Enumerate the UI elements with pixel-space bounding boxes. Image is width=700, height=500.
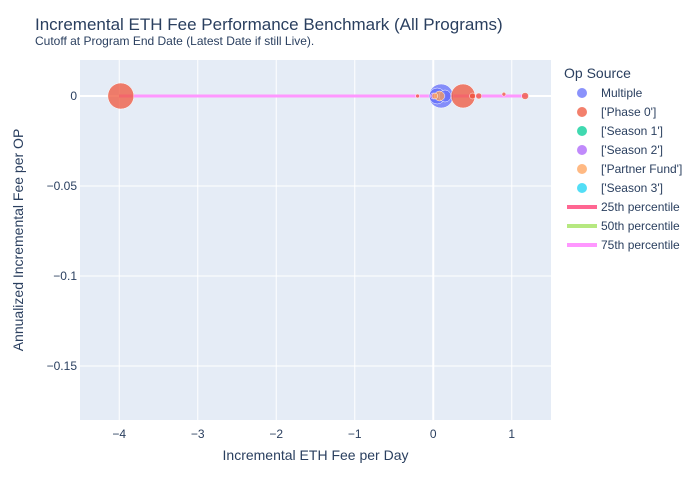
scatter-point: [431, 92, 439, 100]
y-tick-label: 0: [70, 89, 77, 103]
plot-clip: [107, 82, 529, 110]
x-tick-label: −4: [112, 427, 126, 441]
legend-item-label: ['Phase 0']: [601, 105, 656, 119]
x-tick-label: 1: [508, 427, 515, 441]
scatter-point: [107, 82, 135, 110]
legend-item-label: ['Season 2']: [601, 143, 663, 157]
scatter-point: [521, 92, 529, 100]
x-tick-label: −2: [269, 427, 283, 441]
legend-marker: [577, 164, 587, 174]
legend-item-label: ['Season 3']: [601, 181, 663, 195]
legend-item-label: Multiple: [601, 86, 643, 100]
data-points: [107, 82, 529, 110]
scatter-point: [501, 91, 507, 97]
plot-area: [80, 60, 551, 420]
legend-item-label: ['Partner Fund']: [601, 162, 682, 176]
legend-marker: [577, 107, 587, 117]
y-tick-label: −0.05: [47, 179, 78, 193]
legend-item-label: 25th percentile: [601, 200, 680, 214]
x-axis-ticks: −4 −3 −2 −1 0 1: [112, 427, 515, 441]
legend-marker: [577, 88, 587, 98]
chart-subtitle: Cutoff at Program End Date (Latest Date …: [35, 34, 314, 48]
x-tick-label: 0: [430, 427, 437, 441]
legend-title: Op Source: [564, 65, 631, 81]
scatter-point: [415, 93, 420, 99]
legend-marker: [577, 183, 587, 193]
y-tick-label: −0.1: [53, 269, 77, 283]
legend-item-label: 75th percentile: [601, 238, 680, 252]
legend-marker: [577, 145, 587, 155]
legend-item-label: ['Season 1']: [601, 124, 663, 138]
y-axis-ticks: 0 −0.05 −0.1 −0.15: [47, 89, 78, 373]
legend-item-label: 50th percentile: [601, 219, 680, 233]
y-axis-title: Annualized Incremental Fee per OP: [10, 129, 26, 352]
x-axis-title: Incremental ETH Fee per Day: [223, 447, 409, 463]
legend-marker: [577, 126, 587, 136]
scatter-point: [475, 92, 483, 100]
x-tick-label: −1: [348, 427, 362, 441]
chart-title: Incremental ETH Fee Performance Benchmar…: [35, 15, 503, 34]
y-tick-label: −0.15: [47, 359, 78, 373]
x-tick-label: −3: [191, 427, 205, 441]
scatter-point: [469, 92, 476, 100]
legend: Op Source Multiple ['Phase 0'] ['Season 1'…: [564, 65, 682, 252]
